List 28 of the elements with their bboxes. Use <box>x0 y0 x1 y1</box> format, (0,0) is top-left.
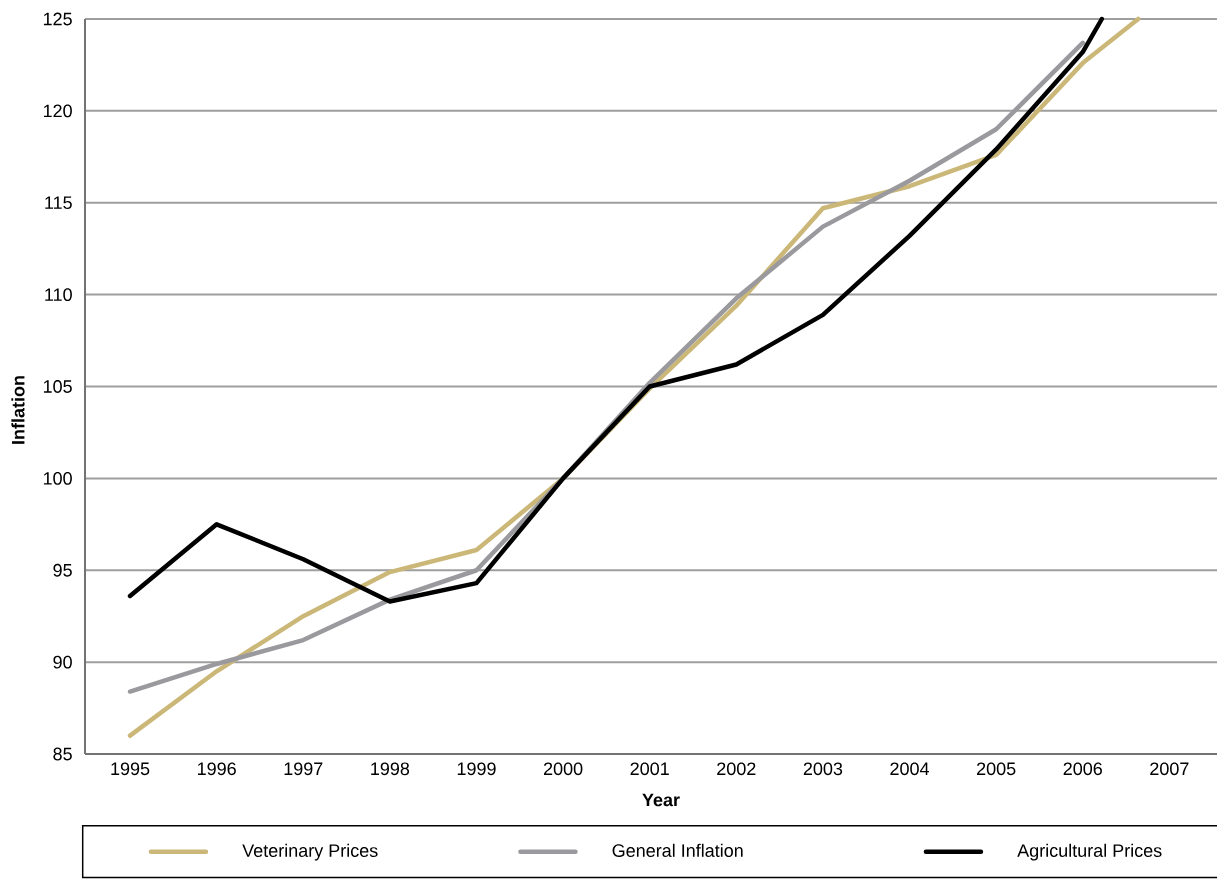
x-tick-label: 2006 <box>1063 762 1102 776</box>
x-tick-label: 1999 <box>457 762 496 776</box>
x-tick-label: 2000 <box>543 762 583 776</box>
legend-label: General Inflation <box>612 843 743 857</box>
y-tick-label: 125 <box>43 12 72 26</box>
x-axis-title: Year <box>642 793 680 807</box>
y-tick-label: 90 <box>53 655 72 669</box>
line-series <box>127 16 1105 604</box>
x-tick-label: 2002 <box>717 762 756 776</box>
x-tick-label: 1997 <box>284 762 323 776</box>
y-tick-label: 120 <box>43 104 72 118</box>
legend-label: Veterinary Prices <box>242 843 378 861</box>
x-tick-label: 1998 <box>371 762 410 776</box>
x-tick-label: 1995 <box>111 762 150 776</box>
x-tick-label: 1996 <box>198 762 236 776</box>
y-tick-label: 85 <box>53 747 72 761</box>
y-tick-label: 105 <box>43 380 72 393</box>
x-tick-label: 2003 <box>803 762 843 776</box>
x-tick-label: 2004 <box>890 762 930 776</box>
y-tick-label: 115 <box>45 196 72 210</box>
x-tick-label: 2005 <box>977 762 1016 776</box>
x-tick-label: 2007 <box>1150 762 1189 776</box>
y-tick-label: 110 <box>45 288 72 302</box>
y-tick-label: 100 <box>43 471 72 485</box>
x-tick-label: 2001 <box>630 762 669 776</box>
y-tick-label: 95 <box>53 563 72 577</box>
legend-label: Agricultural Prices <box>1017 843 1162 861</box>
y-axis-title: Inflation <box>11 376 25 444</box>
